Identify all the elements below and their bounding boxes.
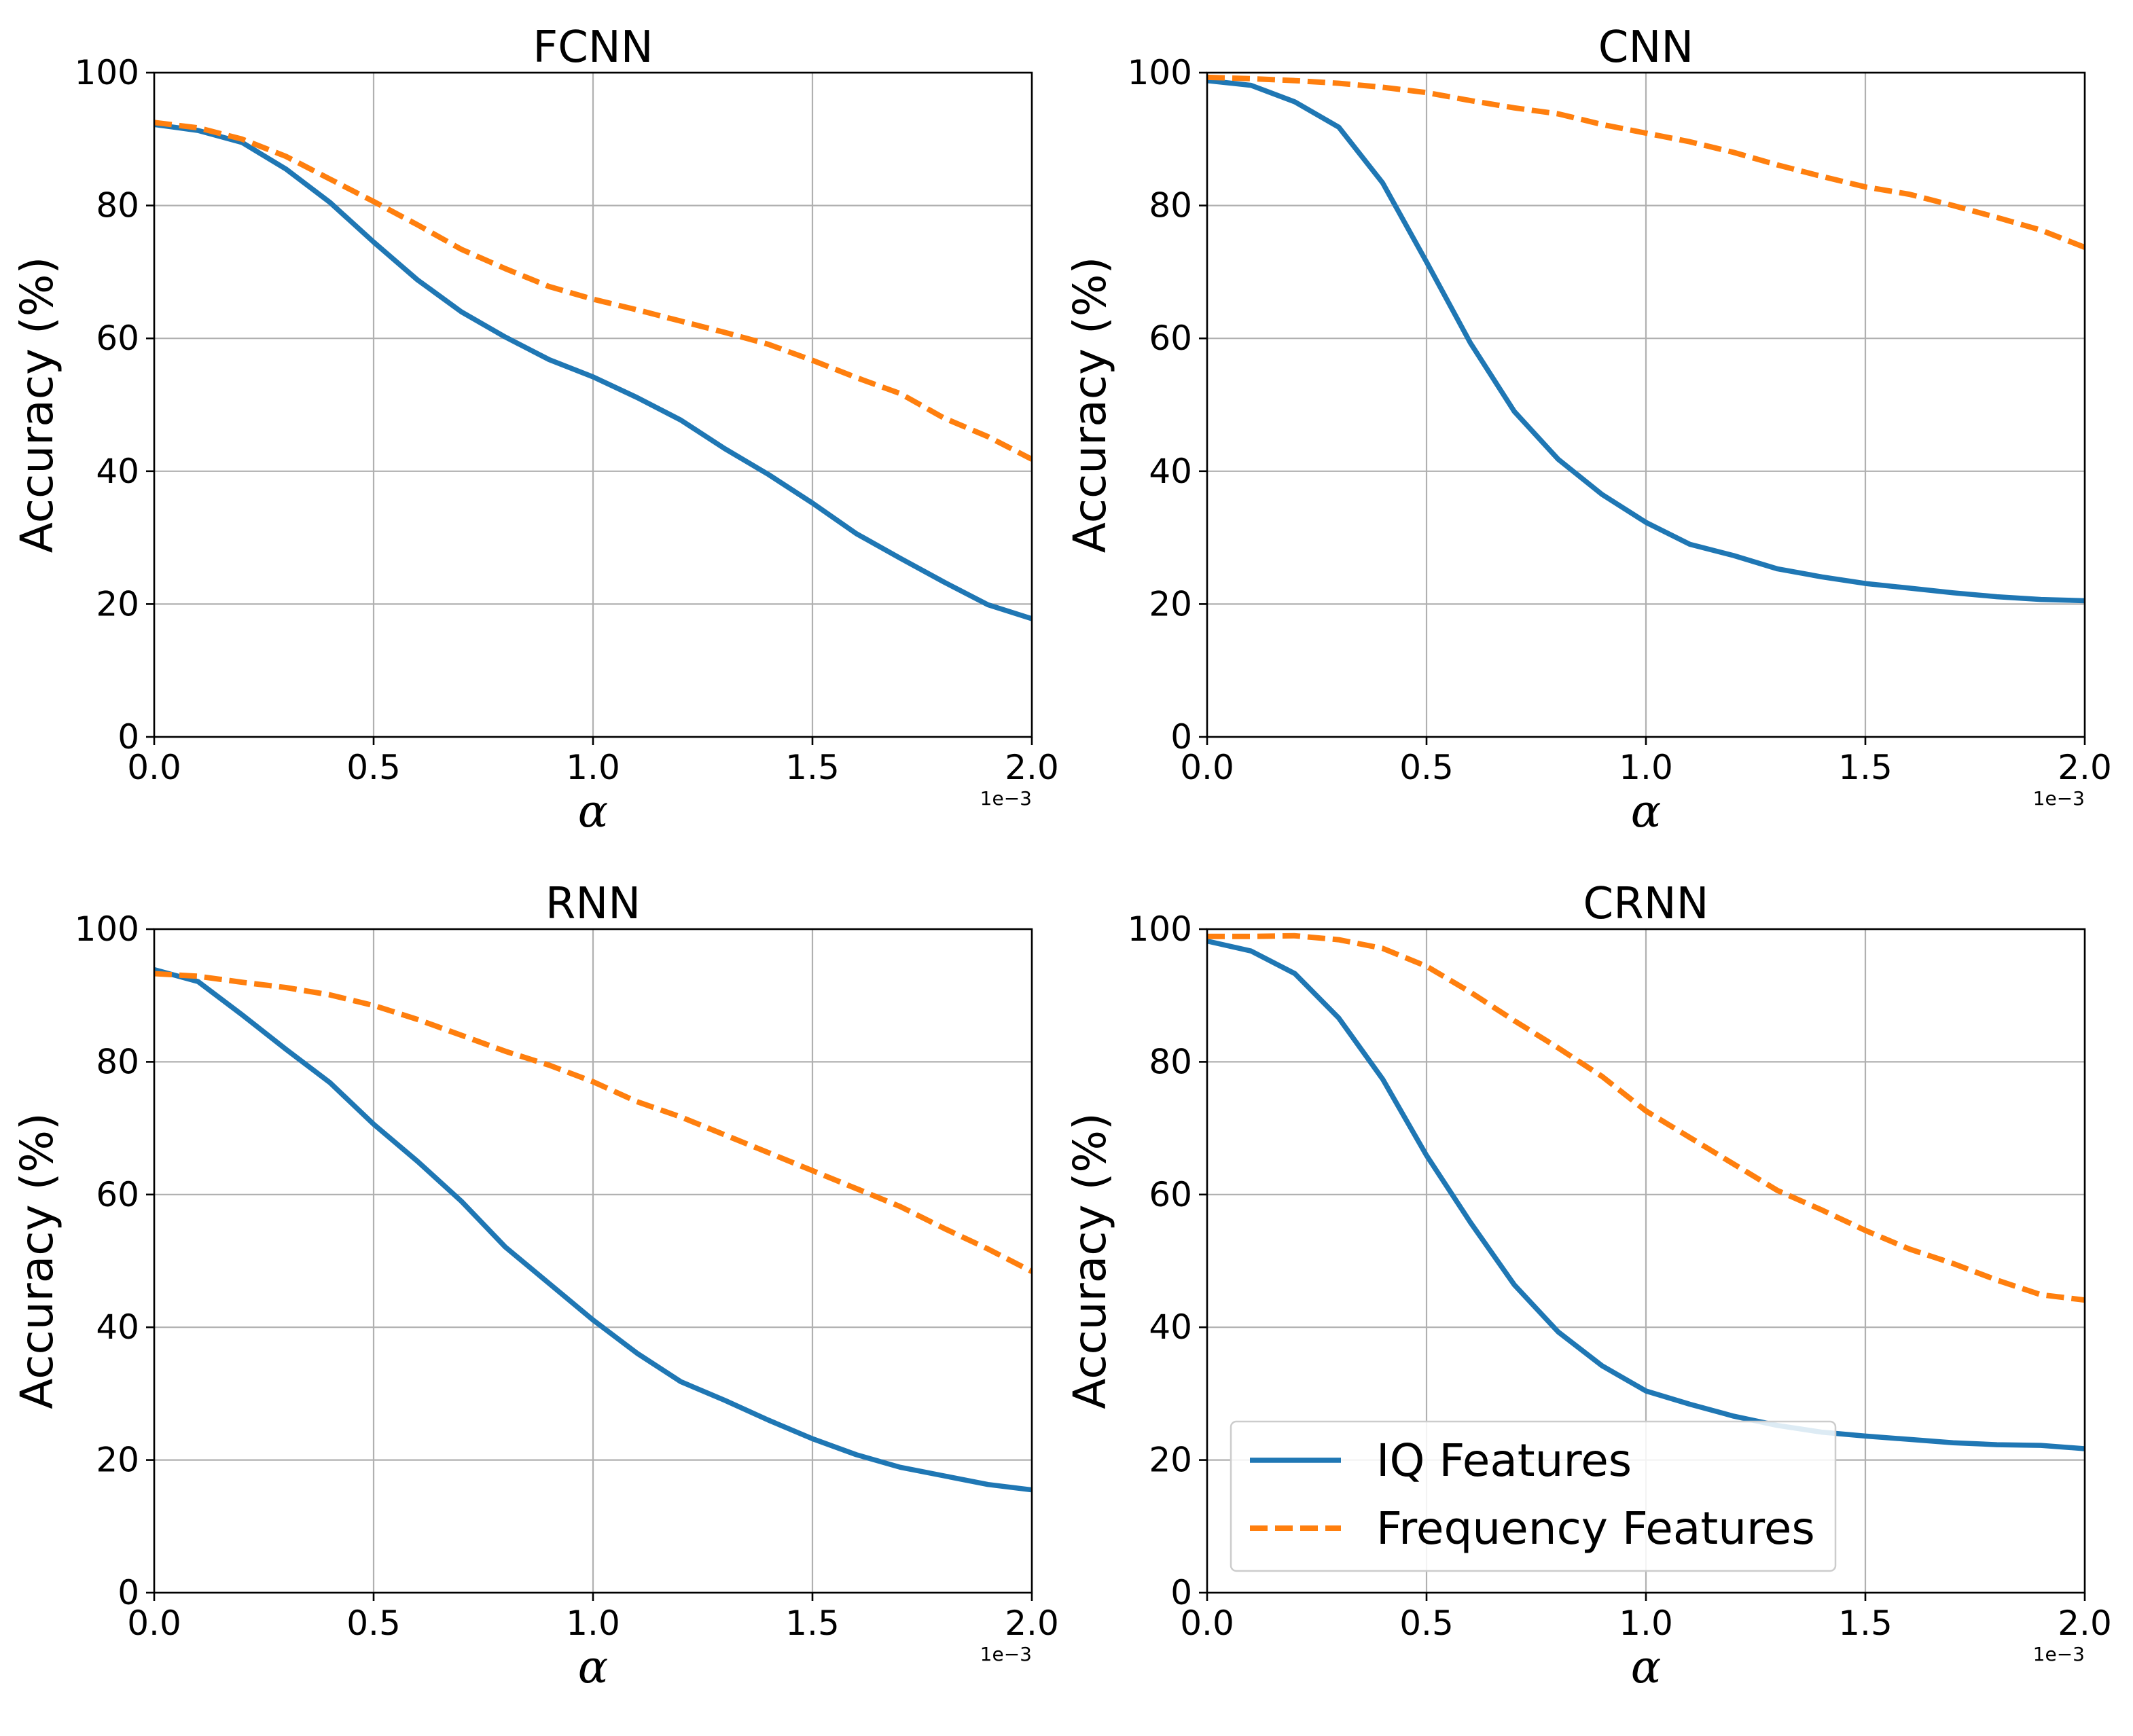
x-tick-label: 0.0 xyxy=(127,1604,181,1643)
y-tick-label: 80 xyxy=(1149,1042,1192,1081)
y-axis-label: Accuracy (%) xyxy=(1064,1113,1116,1409)
x-axis-label: α xyxy=(578,785,609,837)
y-tick-label: 0 xyxy=(1170,1573,1192,1612)
x-tick-label: 1.0 xyxy=(566,748,620,787)
x-offset-label: 1e−3 xyxy=(2033,787,2085,810)
chart-title: FCNN xyxy=(533,22,653,73)
x-tick-label: 0.0 xyxy=(1180,748,1234,787)
y-tick-label: 20 xyxy=(96,1441,139,1480)
x-tick-label: 0.5 xyxy=(1399,748,1454,787)
y-tick-label: 60 xyxy=(1149,319,1192,358)
y-tick-label: 100 xyxy=(75,53,139,92)
x-tick-label: 0.5 xyxy=(346,1604,401,1643)
series-line-iq-features xyxy=(1207,938,2085,1451)
x-axis-label: α xyxy=(1631,785,1662,837)
x-tick-label: 1.0 xyxy=(1619,1604,1673,1643)
chart-title: CRNN xyxy=(1583,879,1709,929)
y-tick-label: 40 xyxy=(96,1307,139,1347)
x-tick-label: 2.0 xyxy=(2058,748,2112,787)
x-tick-label: 1.5 xyxy=(1838,748,1893,787)
chart-panel-fcnn: 0.0 0.5 1.0 1.5 2.0 0 20 40 60 80 100 FCNN α 1e−3 Accu… xyxy=(11,22,1059,837)
chart-title: CNN xyxy=(1598,22,1693,73)
y-tick-label: 0 xyxy=(118,717,139,757)
series-line-iq-features xyxy=(154,122,1032,621)
y-axis-label: Accuracy (%) xyxy=(1064,257,1116,554)
legend-label-iq-features: IQ Features xyxy=(1376,1434,1632,1487)
x-offset-label: 1e−3 xyxy=(980,787,1032,810)
y-tick-label: 100 xyxy=(75,909,139,949)
x-axis-label: α xyxy=(1631,1641,1662,1693)
chart-panel-crnn: 0.0 0.5 1.0 1.5 2.0 0 20 40 60 80 100 CRNN α 1e−3 Accu… xyxy=(1064,879,2112,1693)
y-tick-label: 100 xyxy=(1128,909,1192,949)
x-tick-label: 1.0 xyxy=(1619,748,1673,787)
y-tick-label: 80 xyxy=(96,186,139,225)
x-tick-label: 1.5 xyxy=(1838,1604,1893,1643)
chart-panel-cnn: 0.0 0.5 1.0 1.5 2.0 0 20 40 60 80 100 CNN α 1e−3 Accur… xyxy=(1064,22,2112,837)
y-tick-label: 80 xyxy=(1149,186,1192,225)
y-tick-label: 40 xyxy=(1149,1307,1192,1347)
y-axis-label: Accuracy (%) xyxy=(11,1113,63,1409)
y-tick-label: 20 xyxy=(1149,584,1192,623)
x-tick-label: 0.0 xyxy=(127,748,181,787)
chart-panel-rnn: 0.0 0.5 1.0 1.5 2.0 0 20 40 60 80 100 RNN α 1e−3 Accur… xyxy=(11,879,1059,1693)
x-tick-label: 0.5 xyxy=(1399,1604,1454,1643)
legend-label-frequency-features: Frequency Features xyxy=(1376,1502,1815,1555)
x-axis-label: α xyxy=(578,1641,609,1693)
x-tick-label: 2.0 xyxy=(1005,1604,1059,1643)
y-tick-label: 0 xyxy=(118,1573,139,1612)
x-tick-label: 0.5 xyxy=(346,748,401,787)
series-line-frequency-features xyxy=(154,120,1032,462)
x-tick-label: 2.0 xyxy=(1005,748,1059,787)
y-tick-label: 100 xyxy=(1128,53,1192,92)
series-line-frequency-features xyxy=(1207,933,2085,1303)
x-offset-label: 1e−3 xyxy=(980,1643,1032,1665)
y-tick-label: 60 xyxy=(96,319,139,358)
x-offset-label: 1e−3 xyxy=(2033,1643,2085,1665)
y-tick-label: 40 xyxy=(1149,452,1192,491)
y-tick-label: 60 xyxy=(1149,1175,1192,1214)
legend: IQ Features Frequency Features xyxy=(1230,1420,1837,1572)
chart-title: RNN xyxy=(545,879,641,929)
y-tick-label: 60 xyxy=(96,1175,139,1214)
series-line-frequency-features xyxy=(154,971,1032,1274)
series-line-frequency-features xyxy=(1207,74,2085,250)
y-tick-label: 20 xyxy=(1149,1441,1192,1480)
y-tick-label: 20 xyxy=(96,584,139,623)
x-tick-label: 1.5 xyxy=(785,748,840,787)
y-tick-label: 40 xyxy=(96,452,139,491)
y-tick-label: 80 xyxy=(96,1042,139,1081)
x-tick-label: 0.0 xyxy=(1180,1604,1234,1643)
y-tick-label: 0 xyxy=(1170,717,1192,757)
x-tick-label: 1.0 xyxy=(566,1604,620,1643)
x-tick-label: 2.0 xyxy=(2058,1604,2112,1643)
y-axis-label: Accuracy (%) xyxy=(11,257,63,554)
x-tick-label: 1.5 xyxy=(785,1604,840,1643)
series-line-iq-features xyxy=(1207,77,2085,604)
legend-box xyxy=(1230,1420,1837,1572)
series-line-iq-features xyxy=(154,966,1032,1493)
